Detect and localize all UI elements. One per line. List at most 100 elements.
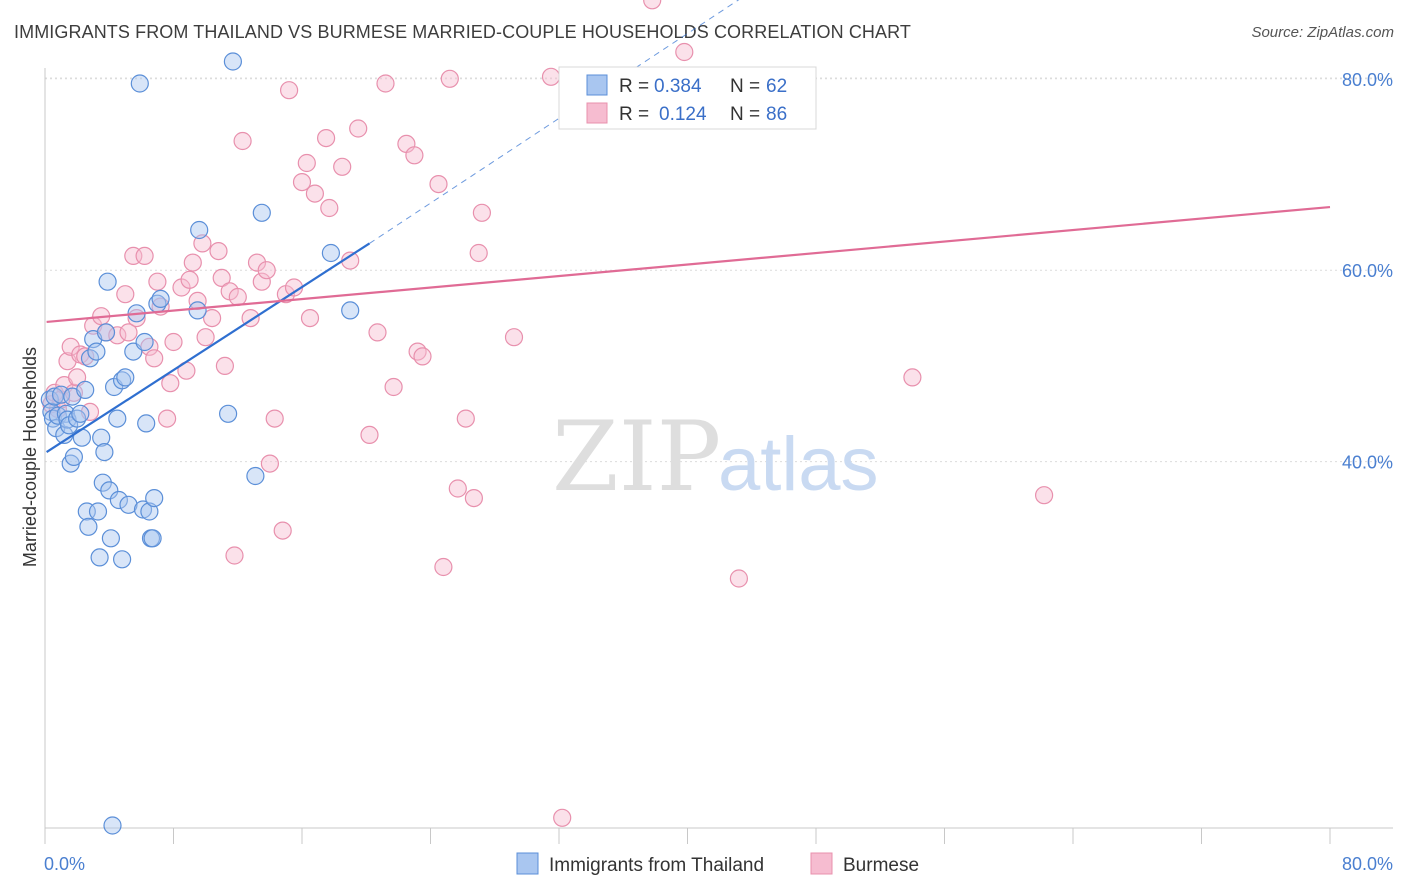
- burmese-point-81: [541, 67, 561, 86]
- legend-n-label-1: N =: [730, 76, 760, 97]
- burmese-point-42: [233, 131, 252, 151]
- burmese-points: [42, 0, 1054, 827]
- bottom-legend-label-burmese: Burmese: [843, 855, 919, 876]
- legend-r-value-1: 0.384: [654, 76, 702, 97]
- burmese-point-76: [464, 489, 483, 508]
- axes: [44, 68, 1393, 844]
- burmese-point-57: [317, 129, 336, 148]
- thailand-point-24: [90, 548, 109, 567]
- legend-r-value-2: 0.124: [659, 104, 707, 125]
- thailand-trend-extension: [369, 0, 740, 244]
- burmese-point-36: [209, 242, 228, 261]
- burmese-point-65: [384, 377, 403, 397]
- burmese-point-78: [472, 203, 491, 222]
- burmese-point-45: [252, 272, 271, 291]
- thailand-point-48: [143, 529, 162, 548]
- legend-r-label-1: R =: [619, 76, 649, 97]
- burmese-point-71: [429, 175, 448, 194]
- legend-n-label-2: N =: [730, 104, 760, 125]
- burmese-point-20: [135, 246, 154, 265]
- burmese-point-56: [305, 184, 324, 203]
- thailand-point-49: [145, 489, 164, 508]
- burmese-point-38: [215, 356, 234, 375]
- legend-swatch-blue: [586, 74, 608, 96]
- burmese-point-22: [145, 349, 164, 368]
- thailand-point-51: [151, 289, 170, 308]
- thailand-point-3: [45, 387, 64, 406]
- burmese-point-77: [469, 243, 488, 263]
- thailand-point-23: [88, 502, 108, 521]
- burmese-point-85: [675, 42, 694, 62]
- burmese-point-37: [212, 268, 231, 287]
- burmese-point-40: [225, 546, 244, 565]
- thailand-point-22: [87, 342, 106, 361]
- thailand-point-14: [67, 409, 87, 428]
- burmese-point-80: [504, 328, 524, 347]
- burmese-point-70: [413, 347, 432, 366]
- thailand-point-30: [100, 481, 119, 500]
- burmese-point-44: [247, 253, 267, 272]
- legend-n-value-2: 86: [766, 104, 787, 125]
- thailand-point-32: [103, 816, 122, 835]
- legend-r-label-2: R =: [619, 104, 649, 125]
- thailand-point-20: [80, 349, 100, 368]
- burmese-point-41: [228, 287, 247, 307]
- thailand-point-46: [140, 502, 159, 521]
- thailand-point-15: [71, 404, 90, 423]
- burmese-point-15: [108, 326, 127, 345]
- watermark-zip: ZIP: [552, 401, 721, 513]
- burmese-point-83: [643, 0, 662, 10]
- burmese-point-75: [456, 409, 475, 428]
- x-tick-labels: 0.0% 80.0%: [44, 854, 1393, 874]
- burmese-point-47: [260, 454, 279, 473]
- legend-swatch-pink: [586, 102, 608, 124]
- burmese-point-64: [376, 74, 395, 93]
- burmese-point-68: [405, 146, 424, 165]
- bottom-legend-label-thailand: Immigrants from Thailand: [549, 855, 764, 876]
- thailand-point-43: [133, 500, 153, 519]
- burmese-point-61: [349, 119, 368, 138]
- thailand-point-38: [116, 368, 135, 387]
- watermark: ZIP atlas: [552, 401, 879, 513]
- burmese-point-30: [180, 270, 199, 289]
- thailand-point-25: [92, 428, 111, 447]
- burmese-point-55: [300, 309, 320, 328]
- x-tick-label-0: 0.0%: [44, 854, 85, 874]
- thailand-point-53: [190, 220, 209, 240]
- burmese-point-53: [292, 173, 312, 192]
- y-tick-label-1: 60.0%: [1342, 261, 1393, 281]
- burmese-point-82: [553, 808, 572, 827]
- thailand-point-35: [109, 490, 129, 510]
- thailand-point-31: [101, 529, 121, 548]
- thailand-point-16: [72, 428, 92, 447]
- burmese-point-88: [1034, 486, 1054, 505]
- burmese-point-31: [183, 253, 202, 272]
- thailand-points: [40, 52, 360, 835]
- thailand-point-39: [119, 495, 138, 514]
- y-tick-label-2: 80.0%: [1342, 70, 1393, 90]
- y-axis-label: Married-couple Households: [20, 347, 40, 567]
- bottom-legend-swatch-thailand: [516, 852, 539, 875]
- thailand-point-17: [76, 380, 95, 399]
- burmese-point-6: [61, 337, 80, 356]
- legend-n-value-1: 62: [766, 76, 787, 97]
- burmese-point-74: [448, 479, 467, 498]
- thailand-point-45: [137, 414, 156, 433]
- burmese-point-35: [203, 309, 222, 328]
- burmese-point-33: [193, 234, 212, 253]
- thailand-point-6: [51, 385, 71, 404]
- burmese-point-54: [297, 153, 316, 173]
- bottom-legend-swatch-burmese: [810, 852, 833, 875]
- burmese-point-16: [116, 285, 135, 304]
- burmese-point-46: [257, 261, 276, 280]
- thailand-point-27: [95, 443, 114, 462]
- thailand-point-42: [130, 74, 149, 93]
- bottom-legend: Immigrants from Thailand Burmese: [516, 852, 919, 876]
- thailand-point-58: [321, 243, 340, 263]
- x-tick-label-1: 80.0%: [1342, 854, 1393, 874]
- thailand-point-54: [219, 404, 238, 423]
- source-credit: Source: ZipAtlas.com: [1251, 24, 1394, 41]
- burmese-point-73: [440, 69, 459, 88]
- thailand-point-13: [64, 447, 84, 466]
